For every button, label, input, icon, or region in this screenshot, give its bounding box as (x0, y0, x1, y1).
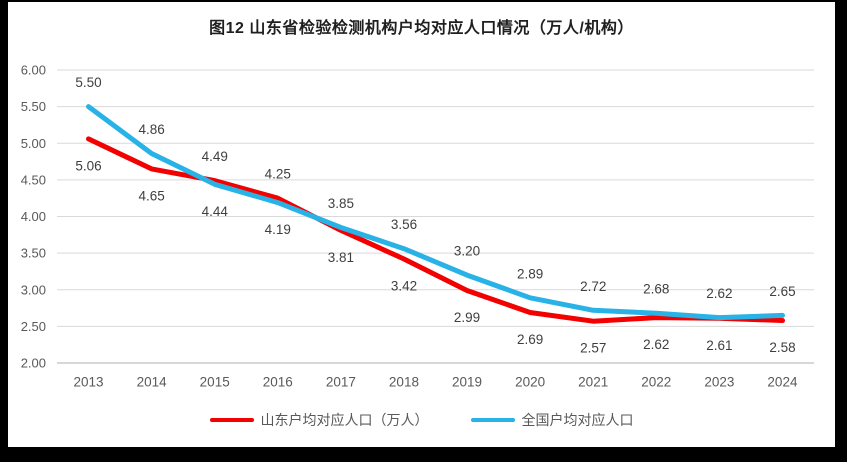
data-label-shandong: 2.99 (454, 310, 480, 325)
data-label-shandong: 3.81 (328, 250, 354, 265)
x-tick-label: 2023 (704, 375, 734, 390)
series-line-shandong (86, 136, 785, 324)
x-tick-label: 2015 (200, 375, 230, 390)
data-label-shandong: 4.65 (138, 188, 164, 203)
data-label-national: 4.44 (202, 204, 229, 219)
y-tick-label: 5.00 (21, 136, 46, 151)
data-label-shandong: 2.69 (517, 332, 543, 347)
y-tick-label: 3.50 (21, 246, 46, 261)
data-label-national: 4.86 (138, 122, 164, 137)
legend-swatch-red-line (209, 418, 254, 422)
chart-legend: 山东户均对应人口（万人） 全国户均对应人口 (8, 410, 835, 430)
y-tick-label: 5.50 (21, 99, 46, 114)
y-tick-label: 4.00 (21, 209, 46, 224)
legend-item-shandong: 山东户均对应人口（万人） (209, 410, 429, 430)
x-tick-label: 2014 (137, 375, 168, 390)
x-tick-label: 2020 (515, 375, 545, 390)
chart-title: 图12 山东省检验检测机构户均对应人口情况（万人/机构） (209, 20, 634, 37)
y-tick-label: 3.00 (21, 282, 46, 297)
data-label-shandong: 5.06 (75, 158, 101, 173)
legend-swatch-blue-line (470, 418, 515, 422)
y-tick-label: 2.00 (21, 356, 46, 371)
x-tick-label: 2022 (641, 375, 671, 390)
data-label-national: 2.65 (769, 284, 795, 299)
x-tick-label: 2018 (389, 375, 419, 390)
data-label-national: 3.85 (328, 196, 354, 211)
x-tick-label: 2016 (263, 375, 293, 390)
x-tick-label: 2017 (326, 375, 356, 390)
chart-surface: 图12 山东省检验检测机构户均对应人口情况（万人/机构） 6.00 5.50 5.0… (8, 2, 835, 447)
data-label-shandong: 4.49 (202, 149, 228, 164)
legend-label-shandong: 山东户均对应人口（万人） (260, 412, 429, 428)
line-chart-plot-area: 6.00 5.50 5.00 4.50 4.00 3.50 3.00 2.50 2.00 2013… (21, 63, 814, 390)
x-tick-label: 2013 (74, 375, 104, 390)
x-tick-label: 2021 (578, 375, 608, 390)
series-line-national (86, 104, 785, 321)
data-label-national: 3.20 (454, 244, 480, 259)
data-label-national: 2.72 (580, 279, 606, 294)
data-label-shandong: 4.25 (265, 167, 291, 182)
y-tick-label: 2.50 (21, 319, 46, 334)
legend-label-national: 全国户均对应人口 (521, 412, 634, 428)
data-label-shandong: 2.58 (769, 340, 795, 355)
data-label-national: 2.68 (643, 282, 669, 297)
data-label-national: 4.19 (265, 222, 291, 237)
data-label-national: 2.62 (706, 286, 732, 301)
y-tick-label: 6.00 (21, 63, 46, 78)
x-tick-label: 2024 (767, 375, 798, 390)
data-label-shandong: 3.42 (391, 278, 417, 293)
data-label-shandong: 2.62 (643, 337, 669, 352)
y-tick-label: 4.50 (21, 172, 46, 187)
data-label-national: 2.89 (517, 266, 543, 281)
data-label-national: 5.50 (75, 75, 101, 90)
data-label-shandong: 2.61 (706, 338, 732, 353)
data-label-national: 3.56 (391, 217, 417, 232)
data-label-shandong: 2.57 (580, 341, 606, 356)
x-tick-label: 2019 (452, 375, 482, 390)
legend-item-national: 全国户均对应人口 (470, 410, 634, 430)
